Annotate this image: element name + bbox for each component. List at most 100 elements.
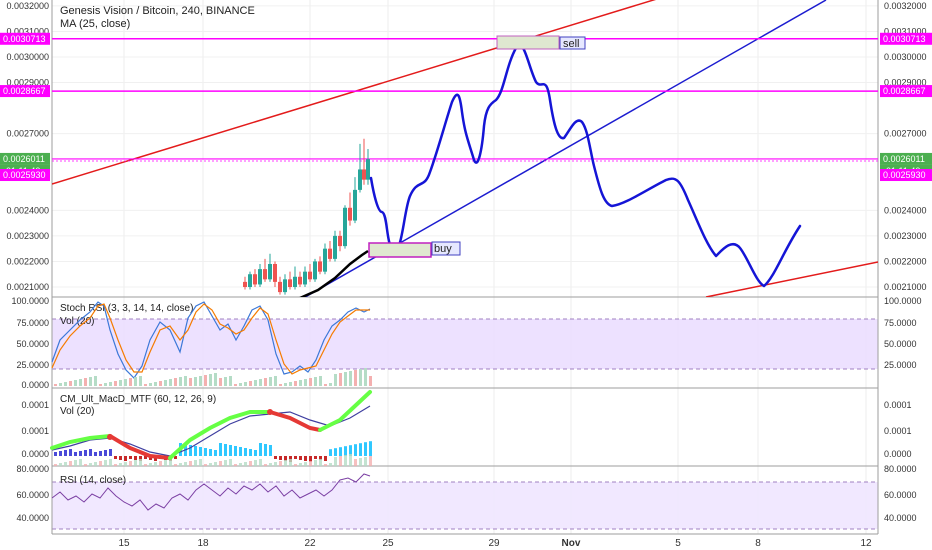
ma-label: MA (25, close) xyxy=(60,18,130,30)
macd-vol-bar-12 xyxy=(114,464,117,466)
macd-vol-bar-0 xyxy=(54,464,57,466)
stoch-vol-bar-19 xyxy=(149,383,152,386)
candle-body-2 xyxy=(253,274,257,285)
stoch-vol-bar-25 xyxy=(179,377,182,386)
macd-hist-bar-15 xyxy=(129,456,132,459)
stoch-vol-bar-3 xyxy=(69,381,72,386)
stoch-vol-bar-36 xyxy=(234,384,237,386)
stoch-vol-bar-18 xyxy=(144,384,147,386)
stoch-vol-bar-30 xyxy=(204,375,207,386)
macd-vol-bar-61 xyxy=(359,458,362,466)
candle-body-8 xyxy=(283,279,287,293)
ma-tag-left-text: 0.0025930 xyxy=(3,170,46,180)
macd-panel: CM_Ult_MacD_MTF (60, 12, 26, 9) Vol (20) xyxy=(50,390,372,466)
macd-hist-bar-51 xyxy=(309,456,312,462)
macd-vol-bar-59 xyxy=(349,454,352,466)
macd-vol-bar-18 xyxy=(144,464,147,466)
macd-vol-bar-17 xyxy=(139,459,142,466)
macd-vol-bar-47 xyxy=(289,459,292,466)
macd-tick-left-2: 0.0001 xyxy=(21,426,49,436)
time-label-22: 22 xyxy=(304,538,316,549)
resistance-tag-left-text: 0.0028667 xyxy=(3,86,46,96)
red-lower-trendline[interactable] xyxy=(705,261,878,297)
stoch-vol-bar-12 xyxy=(114,381,117,386)
macd-hist-bar-2 xyxy=(64,450,67,456)
stoch-vol-bar-15 xyxy=(129,378,132,386)
stoch-vol-bar-8 xyxy=(94,376,97,386)
macd-line-up-3 xyxy=(318,390,372,432)
rsi-tick-right-60: 60.0000 xyxy=(884,490,917,500)
macd-vol-bar-11 xyxy=(109,459,112,466)
macd-hist-bar-40 xyxy=(254,450,257,456)
resistance-tag-left xyxy=(0,85,50,98)
stoch-vol-bar-62 xyxy=(364,368,367,386)
macd-vol-bar-21 xyxy=(159,461,162,466)
macd-hist-bar-57 xyxy=(339,447,342,456)
ma-tag-left xyxy=(0,169,50,182)
macd-vol-bar-51 xyxy=(309,461,312,466)
buy-zone-box[interactable] xyxy=(368,242,432,258)
macd-hist-bar-37 xyxy=(239,447,242,456)
rsi-label: RSI (14, close) xyxy=(60,475,126,486)
candle-body-24 xyxy=(362,169,366,180)
sell-tag-left xyxy=(0,32,50,45)
stoch-vol-bar-21 xyxy=(159,381,162,386)
price-tick-l-1: 0.0031000 xyxy=(6,26,49,36)
time-label-12: 12 xyxy=(860,538,872,549)
stoch-vol-bar-2 xyxy=(64,382,67,386)
macd-hist-bar-8 xyxy=(94,452,97,456)
time-label-nov: Nov xyxy=(562,538,581,549)
candle-body-11 xyxy=(298,276,302,285)
sell-label: sell xyxy=(563,38,580,50)
stoch-volume-bars xyxy=(54,368,372,386)
macd-vol-bar-29 xyxy=(199,459,202,466)
time-label-8: 8 xyxy=(755,538,761,549)
stoch-tick-left-75: 75.0000 xyxy=(16,318,49,328)
stoch-vol-bar-32 xyxy=(214,373,217,386)
candle-body-22 xyxy=(353,189,357,221)
macd-vol-bar-52 xyxy=(314,460,317,466)
macd-vol-bar-31 xyxy=(209,463,212,466)
macd-vol-bar-35 xyxy=(229,459,232,466)
macd-line-up-2 xyxy=(168,410,272,460)
stoch-vol-bar-53 xyxy=(319,376,322,386)
stoch-vol-bar-44 xyxy=(274,376,277,386)
stoch-vol-bar-17 xyxy=(139,376,142,386)
sell-label-box xyxy=(559,36,586,50)
rsi-line xyxy=(51,473,371,511)
macd-hist-bar-50 xyxy=(304,456,307,461)
macd-hist-bar-16 xyxy=(134,456,137,460)
rsi-band xyxy=(52,482,878,529)
current-tag-left-text: 0.0026011 xyxy=(3,154,45,164)
price-tick-l-0: 0.0032000 xyxy=(6,1,49,11)
stoch-vol-bar-51 xyxy=(309,378,312,386)
stoch-vol-bar-37 xyxy=(239,383,242,386)
macd-hist-bar-52 xyxy=(314,456,317,459)
stoch-tick-right-75: 75.0000 xyxy=(884,318,917,328)
macd-hist-bar-27 xyxy=(189,445,192,456)
macd-cross-2 xyxy=(267,409,273,415)
ma-line xyxy=(299,249,369,297)
stoch-vol-bar-7 xyxy=(89,377,92,386)
sell-tag-left-text: 0.0030713 xyxy=(3,34,46,44)
price-tags: 0.0030713 0.0030713 0.0028667 0.0028667 … xyxy=(0,32,932,182)
macd-vol-bar-36 xyxy=(234,464,237,466)
macd-vol-bar-57 xyxy=(339,456,342,466)
macd-vol-bar-2 xyxy=(64,462,67,466)
time-label-15: 15 xyxy=(118,538,130,549)
macd-hist-bar-7 xyxy=(89,449,92,456)
price-tick-l-2: 0.0030000 xyxy=(6,52,49,62)
price-tick-l-7: 0.0022000 xyxy=(6,256,49,266)
projection-path[interactable] xyxy=(369,44,802,288)
macd-vol-bar-13 xyxy=(119,463,122,466)
macd-hist-bar-11 xyxy=(109,449,112,456)
macd-vol-bar-25 xyxy=(179,463,182,466)
macd-vol-bar-7 xyxy=(89,463,92,466)
ma-tag-right xyxy=(880,169,932,182)
candle-body-15 xyxy=(318,261,322,272)
sell-zone-box[interactable] xyxy=(496,35,560,50)
time-label-29: 29 xyxy=(488,538,500,549)
price-tick-r-7: 0.0022000 xyxy=(884,256,927,266)
macd-hist-bar-24 xyxy=(174,456,177,459)
